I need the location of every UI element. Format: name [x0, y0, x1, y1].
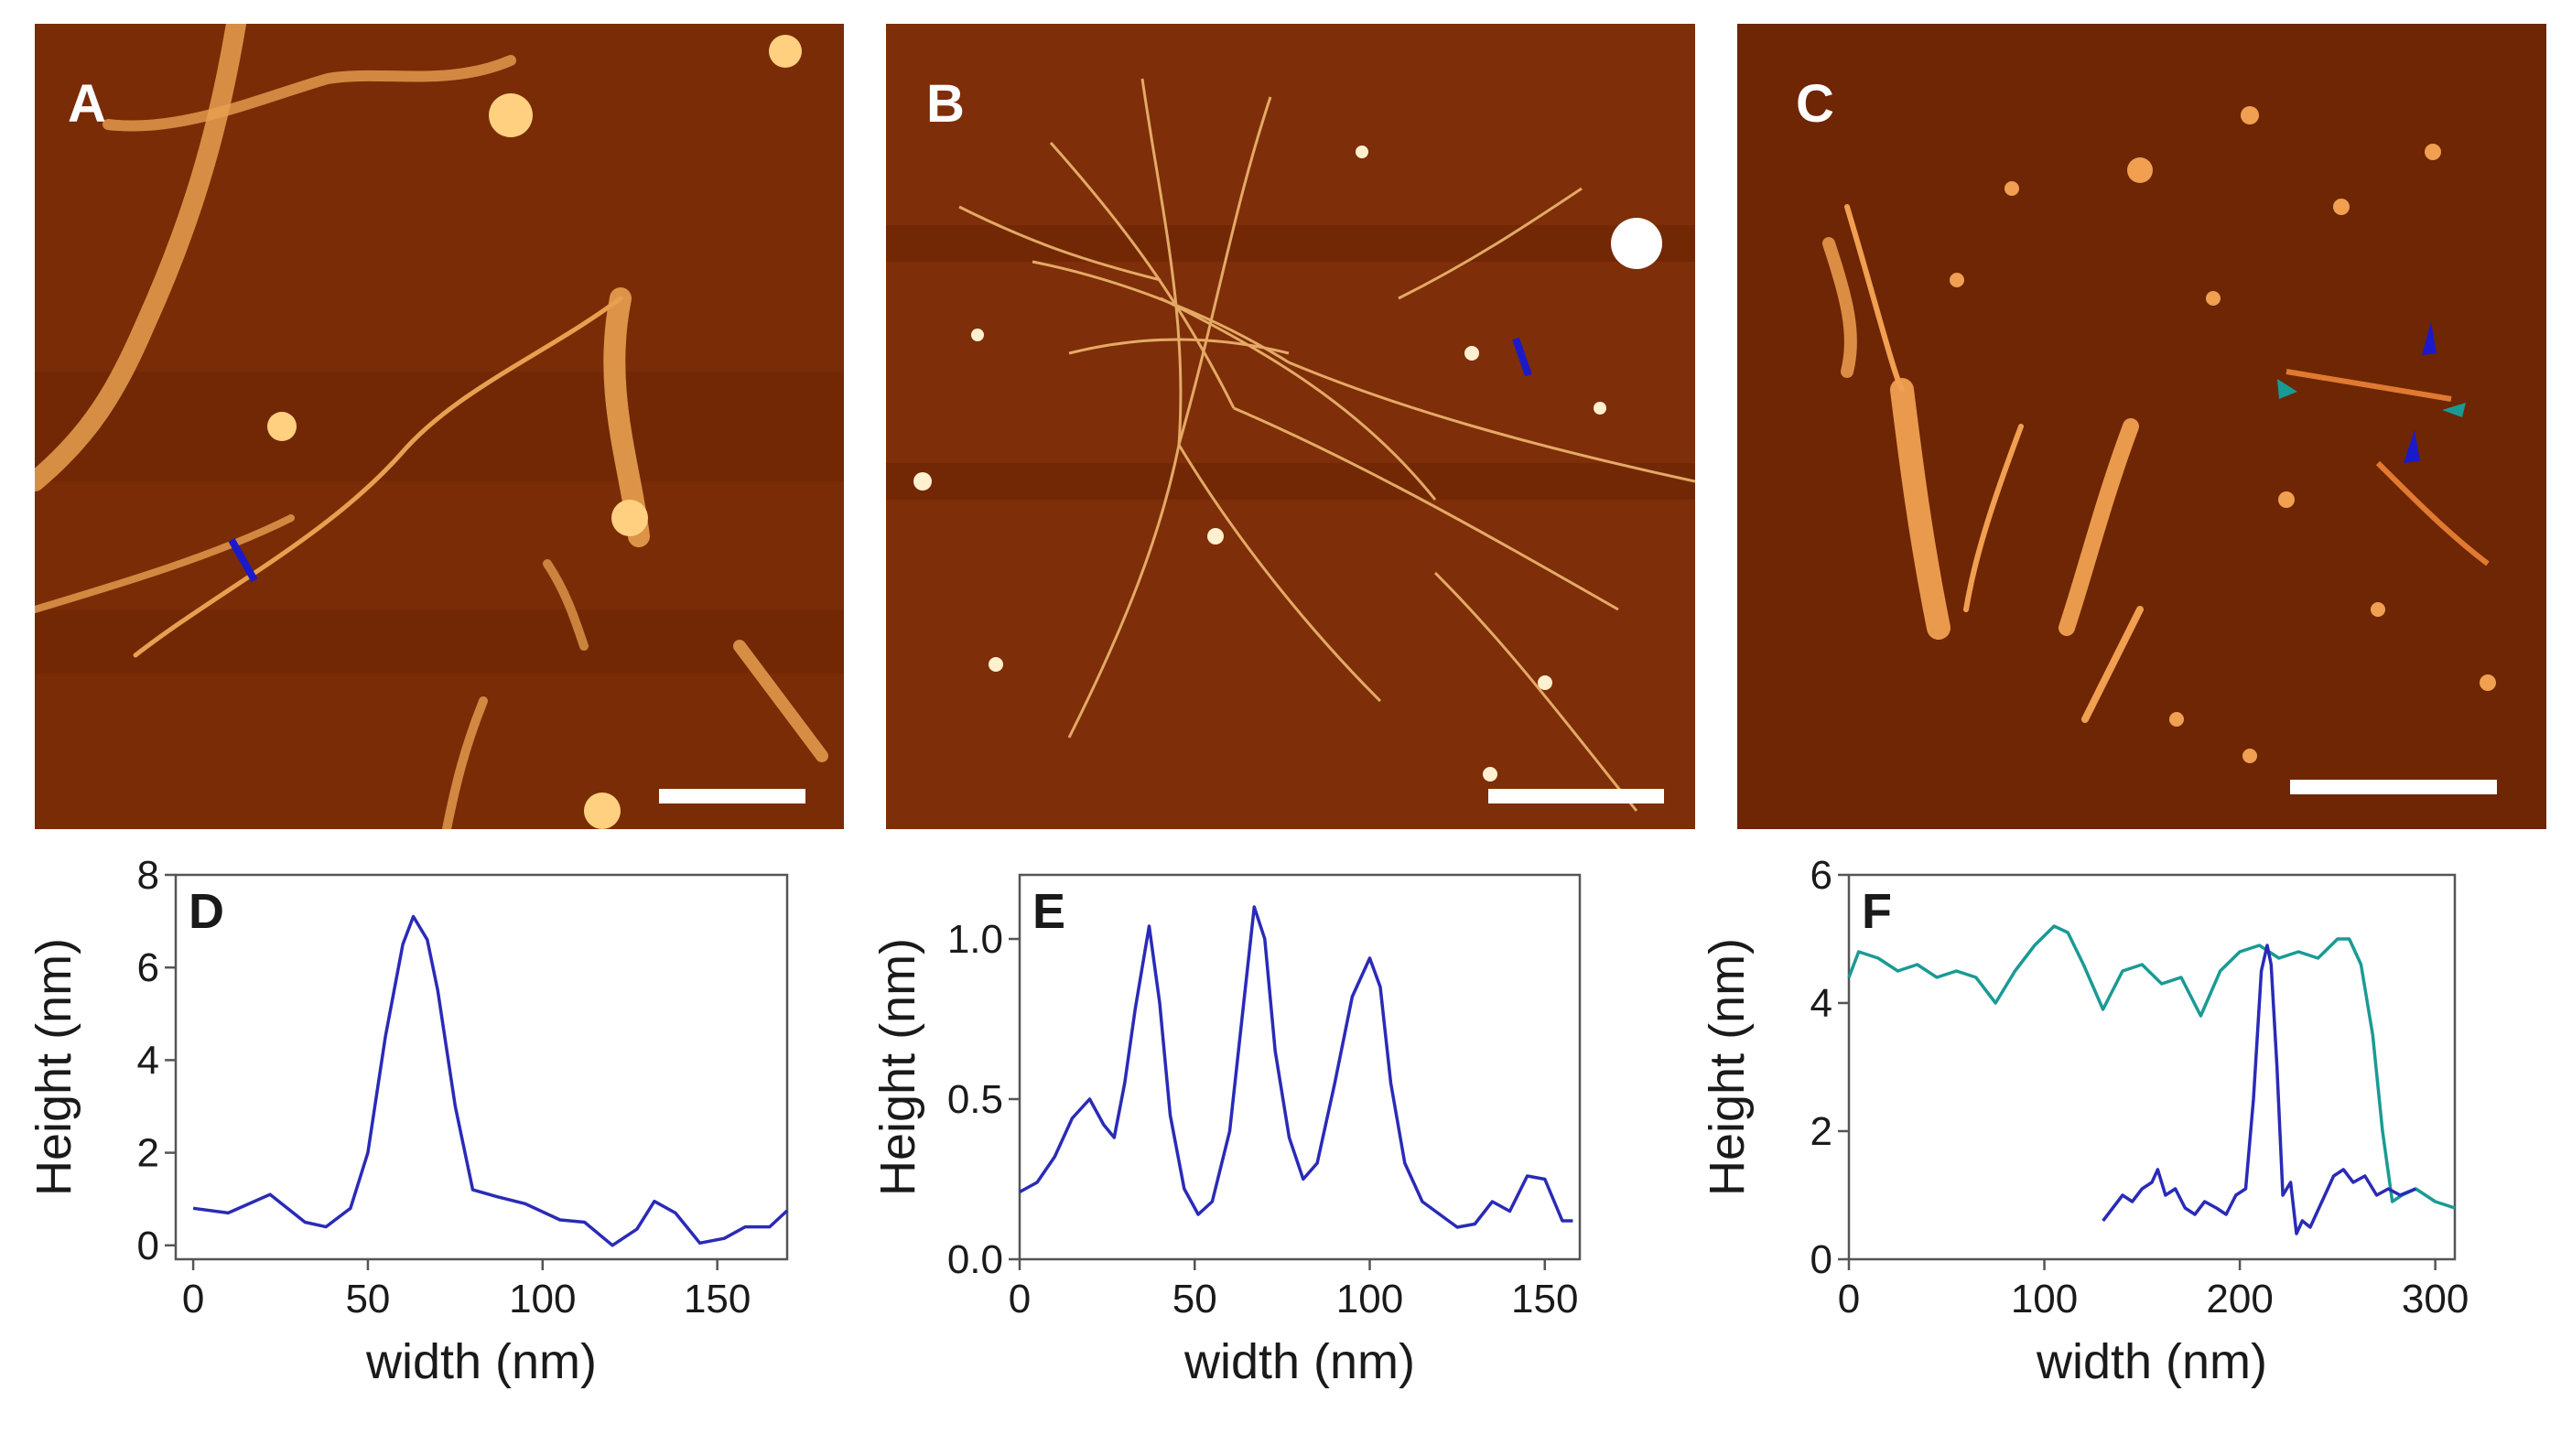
x-tick-label: 100 [509, 1277, 576, 1321]
x-axis-label: width (nm) [365, 1334, 597, 1389]
afm-image-a [35, 24, 844, 829]
x-tick-label: 50 [1172, 1277, 1217, 1321]
x-axis-label: width (nm) [1183, 1334, 1415, 1389]
x-tick-label: 0 [1838, 1277, 1860, 1321]
profile-marker-a [228, 538, 258, 582]
panel-label-a: A [68, 74, 106, 134]
afm-image-a-svg [35, 24, 844, 829]
panel-label-f: F [1862, 884, 1892, 939]
y-tick-label: 6 [1810, 853, 1832, 898]
series-line-f-0 [1847, 924, 2456, 1210]
panel-label-b: B [926, 74, 965, 134]
profile-marker-c-teal-right [2442, 403, 2466, 417]
panel-label-d: D [189, 884, 224, 939]
y-tick-label: 0 [1810, 1237, 1832, 1282]
y-tick-label: 6 [137, 945, 159, 990]
series-line-f-1 [2102, 944, 2416, 1235]
x-axis-label: width (nm) [2036, 1334, 2267, 1389]
x-tick-label: 0 [182, 1277, 204, 1321]
afm-image-c [1737, 24, 2546, 829]
plot-frame-f [1847, 873, 2457, 1261]
scale-bar-a [659, 789, 805, 803]
scale-bar-b [1488, 789, 1664, 803]
y-tick-label: 2 [137, 1131, 159, 1176]
plot-frame-e [1018, 873, 1582, 1261]
profile-marker-c-blue-top [2422, 322, 2437, 355]
chart-e: 0 50 100 150 0.0 0.5 1.0 width (nm) Height (nm) E [851, 851, 1675, 1446]
x-tick-label: 100 [2011, 1277, 2078, 1321]
x-tick-label: 200 [2206, 1277, 2273, 1321]
y-tick-label: 0.5 [947, 1077, 1003, 1122]
panel-label-c: C [1796, 74, 1834, 134]
panel-label-e: E [1032, 884, 1065, 939]
y-axis-label: Height (nm) [1700, 938, 1755, 1196]
chart-f: 0 100 200 300 0 2 4 6 width (nm) Height (nm) F [1700, 851, 2561, 1446]
profile-marker-c-blue-bottom [2404, 430, 2420, 463]
y-axis-label: Height (nm) [27, 938, 81, 1196]
series-line-e-0 [1019, 905, 1573, 1229]
scale-bar-c [2290, 780, 2497, 794]
profile-marker-b [1512, 337, 1532, 377]
y-axis-label: Height (nm) [870, 938, 925, 1196]
chart-e-svg: 0 50 100 150 0.0 0.5 1.0 width (nm) Height (nm) E [870, 873, 1582, 1389]
series-line-d-0 [192, 914, 789, 1247]
afm-image-b [886, 24, 1695, 829]
chart-d: 0 50 100 150 0 2 4 6 8 width (nm) Height (nm) D [0, 851, 824, 1446]
x-tick-label: 150 [684, 1277, 751, 1321]
x-tick-label: 50 [345, 1277, 390, 1321]
y-tick-label: 1.0 [947, 917, 1003, 962]
x-tick-label: 0 [1009, 1277, 1031, 1321]
x-tick-label: 100 [1336, 1277, 1403, 1321]
y-tick-label: 0 [137, 1224, 159, 1268]
y-tick-label: 0.0 [947, 1237, 1003, 1282]
afm-image-b-svg [886, 24, 1695, 829]
x-tick-label: 300 [2402, 1277, 2469, 1321]
afm-image-c-svg [1737, 24, 2546, 829]
chart-f-svg: 0 100 200 300 0 2 4 6 width (nm) Height (nm) F [1700, 853, 2469, 1389]
y-tick-label: 4 [137, 1038, 159, 1083]
profile-marker-c-teal-left [2277, 379, 2297, 399]
y-tick-label: 4 [1810, 981, 1832, 1026]
plot-frame-d [174, 873, 789, 1261]
y-tick-label: 8 [137, 853, 159, 898]
chart-d-svg: 0 50 100 150 0 2 4 6 8 width (nm) Height (nm) D [27, 853, 789, 1389]
x-tick-label: 150 [1511, 1277, 1578, 1321]
y-tick-label: 2 [1810, 1109, 1832, 1154]
